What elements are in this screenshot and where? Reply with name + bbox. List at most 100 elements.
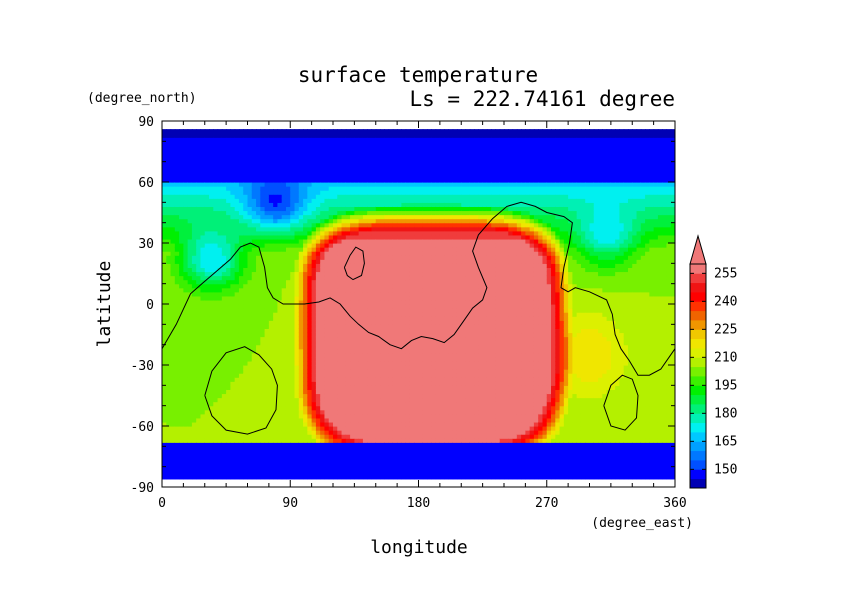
field-cell [264,169,270,175]
field-cell [183,348,189,354]
field-cell [243,230,249,236]
field-cell [350,389,355,395]
field-cell [238,401,244,407]
field-cell [247,426,253,431]
field-cell [345,279,351,285]
field-cell [303,210,308,216]
field-cell [337,340,343,346]
field-cell [380,149,385,155]
field-cell [179,153,184,159]
field-cell [243,426,249,431]
field-cell [341,206,347,212]
field-cell [179,340,184,346]
field-cell [298,157,304,163]
field-cell [362,336,368,342]
field-cell [251,377,257,382]
field-cell [290,344,296,350]
field-cell [375,348,381,354]
field-cell [179,271,184,277]
field-cell [375,145,381,151]
field-cell [350,344,355,350]
field-cell [401,198,407,203]
field-cell [243,385,249,390]
field-cell [350,157,355,163]
field-cell [337,397,343,403]
field-cell [264,230,270,236]
field-cell [341,198,347,203]
field-cell [204,413,210,419]
field-cell [166,218,172,224]
field-cell [341,177,347,183]
field-cell [285,214,291,220]
field-cell [226,304,232,309]
field-cell [315,308,321,313]
field-cell [375,316,381,321]
field-cell [358,304,364,309]
field-cell [243,275,249,281]
field-cell [204,267,210,273]
field-cell [294,283,300,289]
field-cell [281,230,287,236]
field-cell [213,299,219,305]
field-cell [273,210,279,216]
field-cell [371,405,377,411]
field-cell [315,470,321,476]
field-cell [333,177,338,183]
field-cell [179,434,184,439]
field-cell [298,360,304,366]
field-cell [401,356,407,362]
field-cell [380,214,385,220]
field-cell [247,283,253,289]
field-cell [200,238,206,244]
field-cell [179,210,184,216]
field-cell [230,474,236,480]
field-cell [243,194,249,199]
field-cell [384,348,390,354]
field-cell [358,462,364,468]
field-cell [251,169,257,175]
field-cell [268,442,274,447]
field-cell [380,442,385,447]
field-cell [371,247,377,252]
field-cell [247,413,253,419]
field-cell [213,397,219,403]
field-cell [174,267,180,273]
field-cell [333,474,338,480]
field-cell [324,308,330,313]
field-cell [213,360,219,366]
field-cell [268,470,274,476]
field-cell [213,320,219,325]
field-cell [204,470,210,476]
field-cell [388,324,394,329]
field-cell [405,458,411,464]
field-cell [260,426,266,431]
field-cell [200,218,206,224]
field-cell [187,401,193,407]
field-cell [294,438,300,443]
field-cell [230,312,236,317]
field-cell [196,173,202,179]
field-cell [183,263,189,268]
field-cell [174,283,180,289]
field-cell [226,352,232,358]
field-cell [187,348,193,354]
field-cell [350,450,355,456]
field-cell [384,251,390,256]
field-cell [268,328,274,334]
field-cell [213,373,219,378]
field-cell [247,251,253,256]
field-cell [238,182,244,187]
field-cell [324,234,330,240]
field-cell [166,291,172,297]
field-cell [196,316,202,321]
field-cell [298,251,304,256]
field-cell [221,328,227,334]
field-cell [307,186,313,191]
field-cell [375,340,381,346]
field-cell [307,161,313,167]
field-cell [247,304,253,309]
field-cell [303,340,308,346]
field-cell [345,446,351,451]
field-cell [260,230,266,236]
field-cell [234,157,240,163]
